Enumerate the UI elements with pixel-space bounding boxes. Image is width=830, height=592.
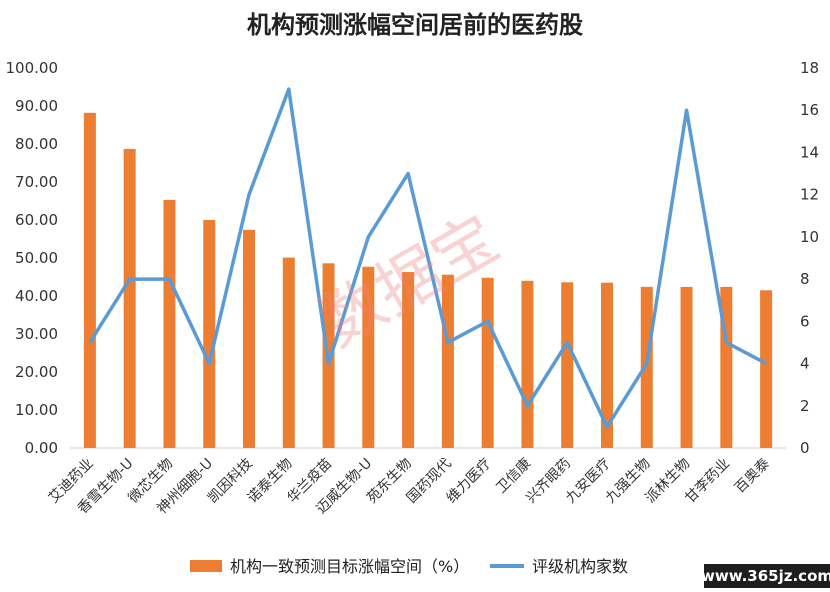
right-tick-label: 0	[800, 439, 810, 457]
left-tick-label: 60.00	[15, 211, 58, 229]
category-label: 百奥泰	[731, 455, 773, 497]
bar	[561, 282, 573, 448]
right-tick-label: 8	[800, 270, 810, 288]
left-axis-ticks: 0.00 10.00 20.00 30.00 40.00 50.00 60.00 70.00 8…	[6, 59, 59, 457]
bar	[243, 230, 255, 448]
legend-line-label: 评级机构家数	[532, 557, 628, 576]
right-tick-label: 2	[800, 397, 810, 415]
legend-bar-swatch	[190, 560, 222, 572]
left-tick-label: 10.00	[15, 401, 58, 419]
right-axis-ticks: 0 2 4 6 8 10 12 14 16 18	[800, 59, 819, 457]
bar	[163, 200, 175, 448]
left-tick-label: 0.00	[25, 439, 58, 457]
left-tick-label: 80.00	[15, 135, 58, 153]
right-tick-label: 18	[800, 59, 819, 77]
bar	[681, 287, 693, 448]
category-label: 维力医疗	[444, 456, 495, 507]
right-tick-label: 16	[800, 101, 819, 119]
right-tick-label: 6	[800, 312, 810, 330]
category-label: 甘李药业	[682, 456, 733, 507]
left-tick-label: 30.00	[15, 325, 58, 343]
bar	[203, 220, 215, 448]
left-tick-label: 50.00	[15, 249, 58, 267]
bar	[84, 113, 96, 448]
bar	[760, 290, 772, 448]
left-tick-label: 90.00	[15, 97, 58, 115]
chart-title: 机构预测涨幅空间居前的医药股	[247, 10, 583, 39]
legend: 机构一致预测目标涨幅空间（%） 评级机构家数	[190, 557, 628, 576]
bar	[482, 278, 494, 448]
right-tick-label: 14	[800, 143, 819, 161]
site-badge: www.365jz.com	[701, 564, 830, 588]
legend-bar-label: 机构一致预测目标涨幅空间（%）	[230, 557, 469, 576]
bar	[521, 281, 533, 448]
right-tick-label: 12	[800, 186, 819, 204]
left-tick-label: 20.00	[15, 363, 58, 381]
left-tick-label: 100.00	[6, 59, 59, 77]
site-badge-text: www.365jz.com	[701, 567, 830, 585]
right-tick-label: 4	[800, 355, 810, 373]
bar	[283, 258, 295, 448]
category-labels: 艾迪药业香雪生物-U微芯生物神州细胞-U凯因科技诺泰生物华兰疫苗迈威生物-U苑东…	[46, 455, 773, 517]
left-tick-label: 40.00	[15, 287, 58, 305]
left-tick-label: 70.00	[15, 173, 58, 191]
bar	[124, 149, 136, 448]
right-tick-label: 10	[800, 228, 819, 246]
